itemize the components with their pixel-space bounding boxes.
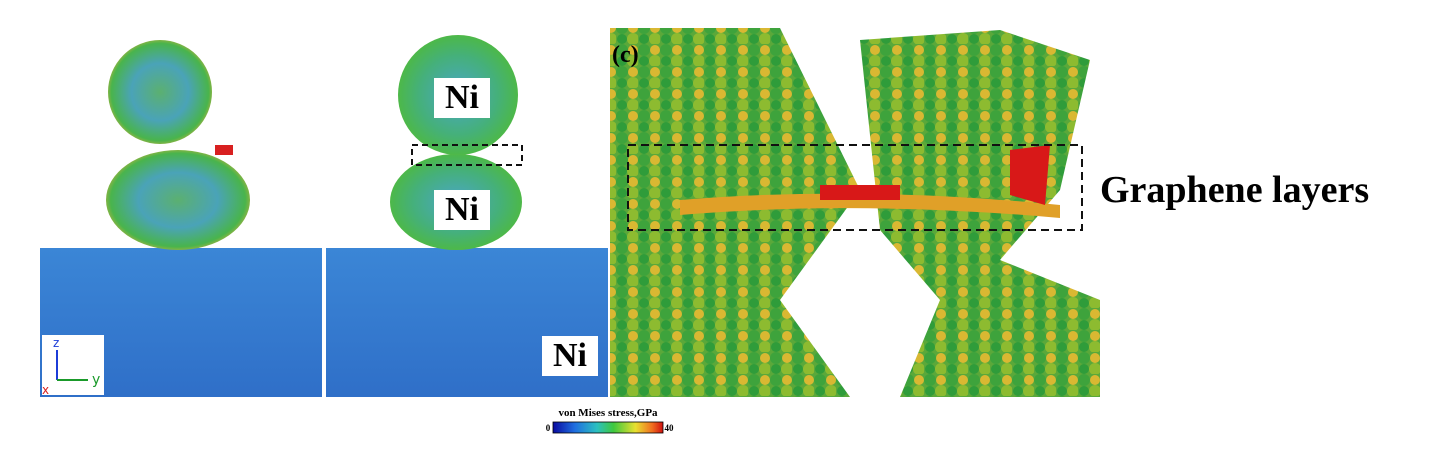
stress-hot [1010,145,1050,205]
axes-box [42,335,104,395]
panel-b: Ni Ni Ni [326,35,608,397]
label-box [542,336,598,376]
atoms [860,30,1100,397]
colorbar-min: 0 [546,423,551,433]
sphere [106,150,250,250]
label: Ni [445,79,479,116]
contact [215,145,233,155]
atoms [610,28,860,397]
panel-a: z y x [40,40,322,397]
label-box [434,78,490,118]
label-box [434,190,490,230]
label: Ni [445,191,479,228]
panel-label: (c) [612,42,639,68]
sphere [108,40,212,144]
dashed-box [627,144,1083,231]
label: Ni [553,337,587,374]
colorbar-max: 40 [665,423,675,433]
panel-c: (c) [610,28,1100,397]
colorbar-title: von Mises stress,GPa [558,407,658,419]
annotation: Graphene layers [1100,169,1369,211]
stress-hot [820,185,900,200]
axis-label: y [92,372,100,388]
graphene [680,193,1060,218]
colorbar: von Mises stress,GPa 0 40 [546,407,675,434]
dashed-box [411,144,523,166]
axis-label: z [53,336,59,350]
axis-label: x [42,383,49,397]
colorbar-scale [552,421,664,434]
